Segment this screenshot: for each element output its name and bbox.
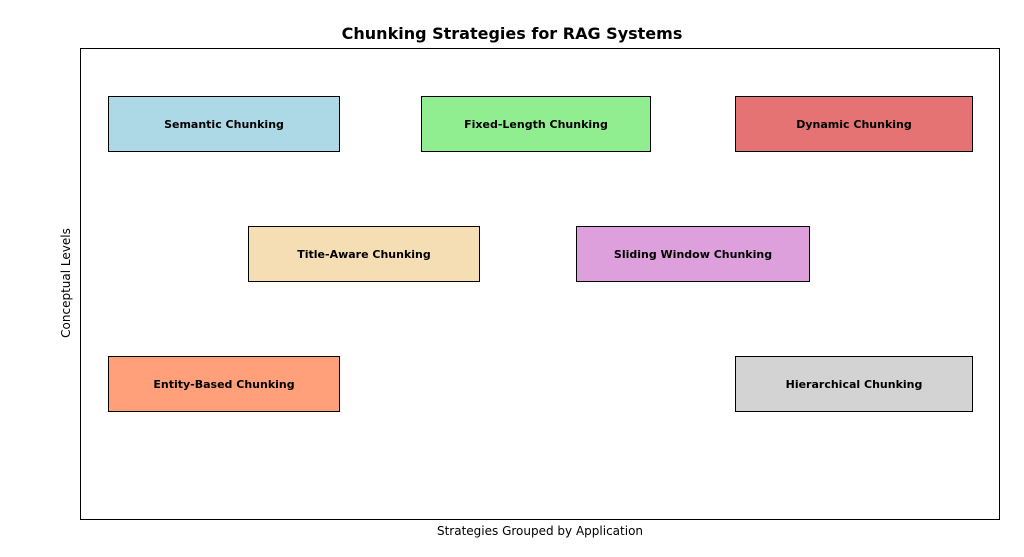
box-label: Dynamic Chunking [796, 118, 912, 131]
box-title-aware: Title-Aware Chunking [248, 226, 480, 282]
box-label: Hierarchical Chunking [786, 378, 923, 391]
box-dynamic: Dynamic Chunking [735, 96, 973, 152]
box-hierarchical: Hierarchical Chunking [735, 356, 973, 412]
y-axis-label: Conceptual Levels [59, 183, 73, 383]
box-entity-based: Entity-Based Chunking [108, 356, 340, 412]
box-semantic: Semantic Chunking [108, 96, 340, 152]
box-label: Entity-Based Chunking [153, 378, 294, 391]
box-label: Sliding Window Chunking [614, 248, 772, 261]
box-label: Title-Aware Chunking [297, 248, 431, 261]
box-label: Semantic Chunking [164, 118, 284, 131]
box-label: Fixed-Length Chunking [464, 118, 608, 131]
chart-title: Chunking Strategies for RAG Systems [0, 24, 1024, 43]
box-fixed-length: Fixed-Length Chunking [421, 96, 651, 152]
box-sliding-window: Sliding Window Chunking [576, 226, 810, 282]
x-axis-label: Strategies Grouped by Application [340, 524, 740, 538]
diagram-canvas: Chunking Strategies for RAG Systems Conc… [0, 0, 1024, 557]
